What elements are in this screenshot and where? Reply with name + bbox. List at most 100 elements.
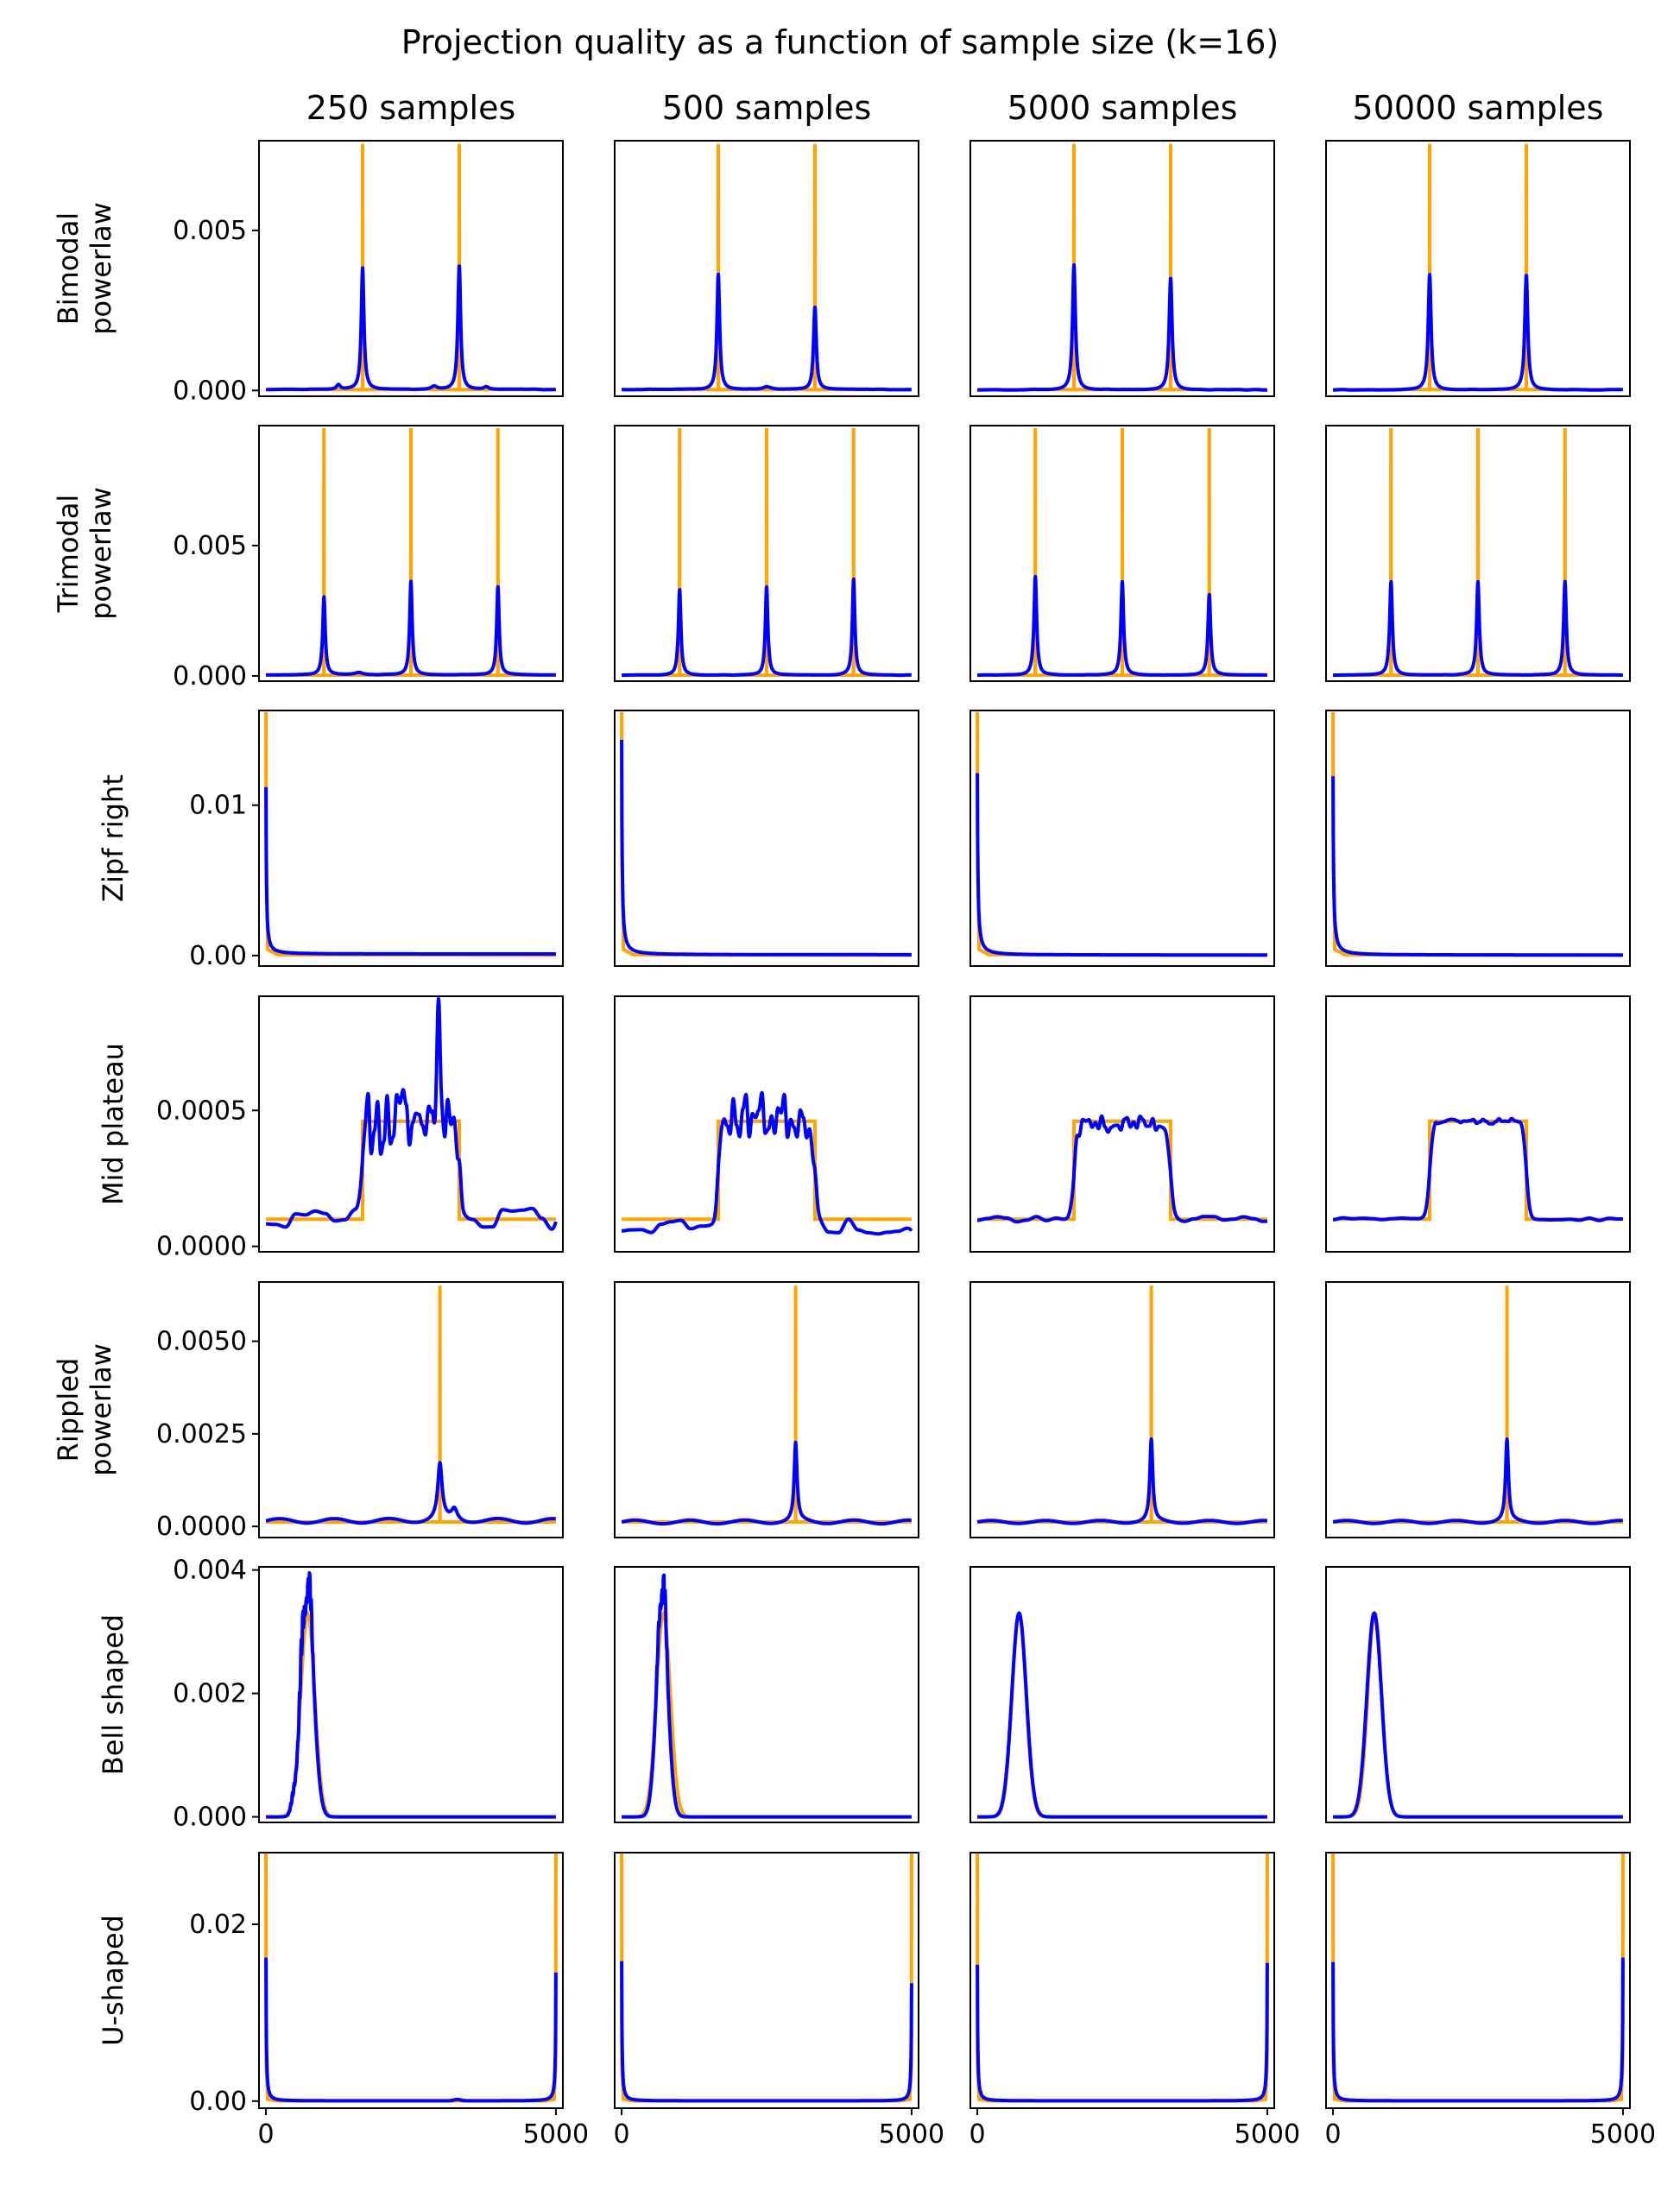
panel-background	[615, 141, 919, 396]
panel-background	[259, 1853, 563, 2108]
estimate-series-line	[976, 1114, 1269, 1224]
panel-frame	[1325, 1852, 1631, 2109]
panel-background	[259, 1282, 563, 1538]
row-label-line: powerlaw	[85, 1343, 117, 1476]
panel-background	[615, 996, 919, 1252]
panel-r1-c0: 0.000 0.005	[173, 425, 564, 692]
estimate-series-line	[620, 1573, 913, 1819]
estimate-series-line	[620, 1961, 913, 2103]
estimate-series-line	[976, 773, 1269, 957]
panel-background	[1326, 1282, 1630, 1538]
y-tick-label: 0.01	[189, 791, 247, 821]
estimate-series-line	[620, 272, 913, 392]
panel-frame	[614, 1852, 919, 2109]
panel-background	[970, 1853, 1274, 2108]
y-tick-label: 0.0000	[156, 1232, 247, 1262]
panel-background	[970, 1567, 1274, 1822]
panel-background	[970, 141, 1274, 396]
panel-r5-c2	[969, 1566, 1275, 1823]
panel-r4-c2	[969, 1281, 1275, 1538]
panel-background	[615, 1282, 919, 1538]
panel-r2-c3	[1325, 710, 1631, 967]
panel-r2-c1	[614, 710, 919, 967]
panel-frame	[969, 1852, 1275, 2109]
panel-background	[1326, 710, 1630, 966]
truth-series-line	[622, 1119, 912, 1222]
panel-background	[1326, 1853, 1630, 2108]
truth-series-line	[622, 427, 912, 678]
estimate-series-line	[264, 996, 558, 1231]
estimate-series-line	[1331, 1611, 1625, 1819]
y-tick-label: 0.000	[173, 376, 247, 406]
panel-grid: Bimodalpowerlaw0.0000.005Trimodalpowerla…	[52, 140, 1656, 2150]
x-tick-label: 0	[614, 2119, 630, 2150]
panel-r3-c0: 0.0000 0.0005	[156, 995, 564, 1262]
panel-r0-c3	[1325, 140, 1631, 397]
estimate-series-line	[264, 264, 558, 392]
panel-background	[970, 1282, 1274, 1538]
estimate-series-line	[1331, 776, 1625, 957]
estimate-series-line	[620, 1090, 913, 1236]
panel-background	[259, 141, 563, 396]
panel-frame	[258, 995, 564, 1253]
row-label-line: Mid plateau	[97, 1043, 129, 1205]
x-tick-label: 0	[969, 2119, 986, 2150]
column-titles: 250 samples 500 samples 5000 samples 50000 …	[306, 89, 1604, 127]
estimate-series-line	[620, 1440, 913, 1526]
panel-frame	[1325, 140, 1631, 397]
estimate-series-line	[1331, 1957, 1625, 2103]
panel-r4-c1	[614, 1281, 919, 1538]
row-label-3: Mid plateau	[97, 1043, 129, 1205]
y-tick-label: 0.0050	[156, 1327, 247, 1357]
panel-background	[615, 710, 919, 966]
y-tick-label: 0.005	[173, 531, 247, 561]
panel-frame	[969, 1281, 1275, 1538]
panel-frame	[969, 140, 1275, 397]
panel-background	[1326, 1567, 1630, 1822]
estimate-series-line	[1331, 1116, 1625, 1222]
column-title-1: 500 samples	[662, 89, 872, 127]
y-tick-label: 0.005	[173, 216, 247, 246]
panel-frame	[969, 995, 1275, 1253]
y-tick-label: 0.0000	[156, 1512, 247, 1542]
estimate-series-line	[264, 1957, 558, 2103]
row-label-line: Zipf right	[97, 774, 129, 902]
y-tick-label: 0.00	[189, 941, 247, 971]
estimate-series-line	[264, 579, 558, 677]
row-label-2: Zipf right	[97, 774, 129, 902]
row-label-0: Bimodalpowerlaw	[52, 202, 117, 335]
row-label-line: Rippled	[52, 1358, 85, 1462]
panel-frame	[614, 140, 919, 397]
row-label-line: Bimodal	[52, 212, 85, 325]
panel-frame	[258, 1281, 564, 1538]
estimate-series-line	[620, 578, 913, 678]
estimate-series-line	[976, 1962, 1269, 2103]
panel-frame	[258, 1566, 564, 1823]
panel-r1-c1	[614, 425, 919, 682]
panel-r1-c2	[969, 425, 1275, 682]
figure-title: Projection quality as a function of samp…	[401, 23, 1279, 61]
x-tick-label: 5000	[1590, 2119, 1656, 2150]
row-label-line: U-shaped	[97, 1915, 129, 2046]
panel-frame	[1325, 425, 1631, 682]
panel-background	[259, 710, 563, 966]
truth-series-line	[977, 427, 1267, 678]
panel-frame	[1325, 710, 1631, 967]
panel-r3-c3	[1325, 995, 1631, 1253]
x-tick-label: 5000	[523, 2119, 589, 2150]
estimate-series-line	[264, 1461, 558, 1525]
y-tick-label: 0.000	[173, 661, 247, 692]
panel-r1-c3	[1325, 425, 1631, 682]
panel-r6-c1: 0 5000	[614, 1852, 944, 2150]
row-label-4: Rippledpowerlaw	[52, 1343, 117, 1476]
panel-frame	[614, 995, 919, 1253]
panel-frame	[969, 710, 1275, 967]
y-tick-label: 0.00	[189, 2087, 247, 2117]
panel-frame	[969, 425, 1275, 682]
row-label-line: Trimodal	[52, 495, 85, 613]
row-label-1: Trimodalpowerlaw	[52, 487, 117, 620]
panel-frame	[1325, 995, 1631, 1253]
x-tick-label: 0	[258, 2119, 275, 2150]
panel-frame	[969, 1566, 1275, 1823]
